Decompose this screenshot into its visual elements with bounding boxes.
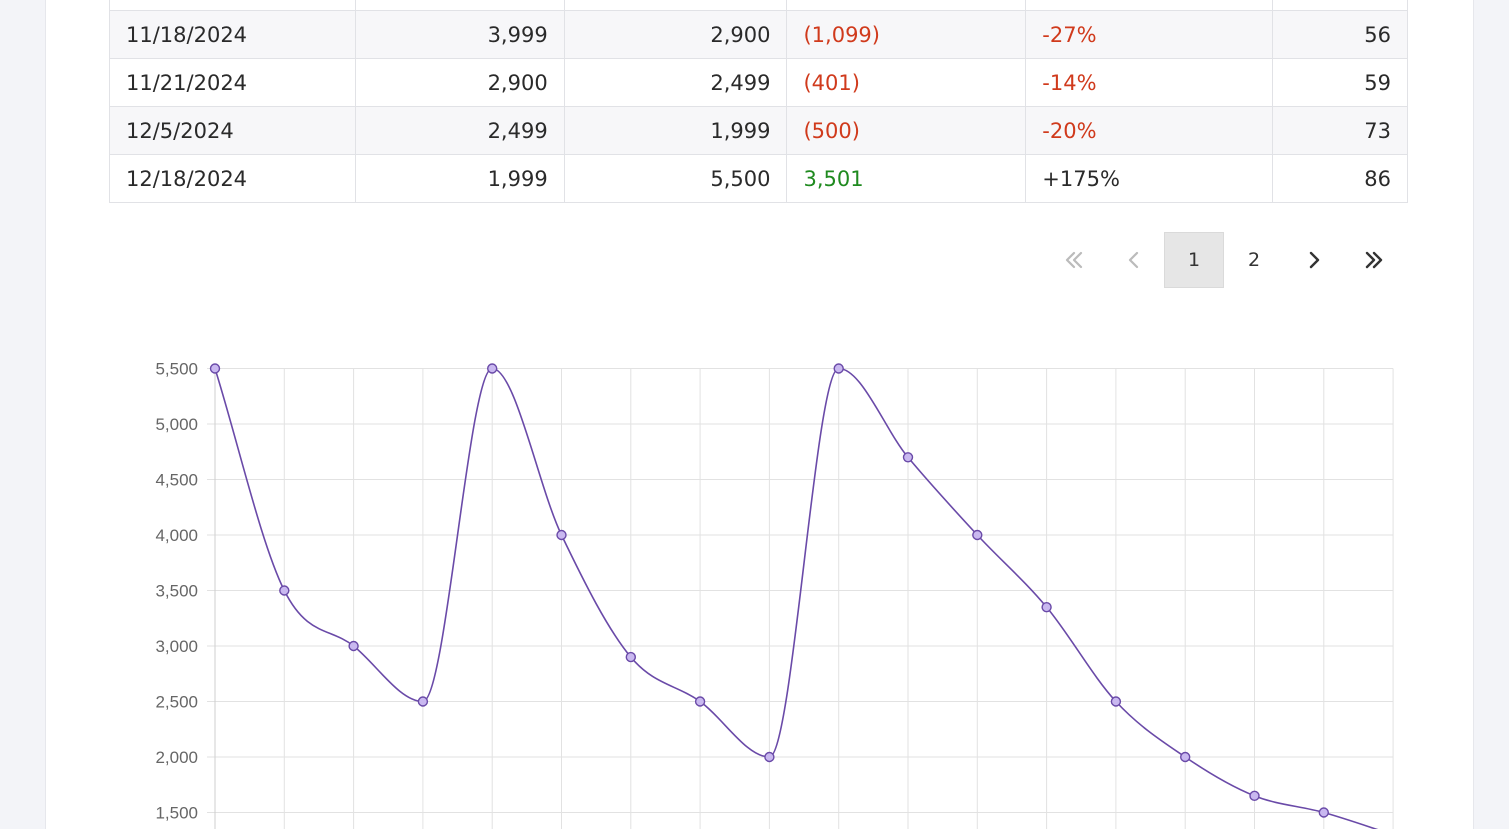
previous-page-button[interactable] [1104,232,1164,288]
data-point [1318,807,1330,818]
pagination: 1 2 [1044,232,1404,288]
data-point [972,529,983,541]
data-point [279,585,290,596]
old-price-cell: 2,900 [354,58,565,107]
y-tick-label: 5,000 [155,415,198,434]
data-point [833,363,844,374]
percent-change-cell: +175% [1025,154,1274,203]
series-line [214,367,1379,829]
page-button-2[interactable]: 2 [1224,232,1284,288]
data-point [625,651,636,663]
y-tick-label: 1,500 [155,804,198,823]
new-price-cell: 2,499 [563,58,788,107]
data-point [417,696,429,707]
data-point [694,696,706,707]
change-cell: (500) [786,106,1027,155]
page-number-1: 1 [1187,249,1201,271]
data-point [1110,696,1122,707]
date-cell: 11/21/2024 [109,58,356,107]
double-chevron-left-icon [1065,251,1083,269]
days-cell: 73 [1272,106,1408,155]
days-cell: 59 [1272,58,1408,107]
new-price-cell: 5,500 [563,154,788,203]
y-axis-ticks: 5,500 5,000 4,500 4,000 3,500 3,000 2,500 2,000… [155,360,198,823]
double-chevron-right-icon [1365,251,1383,269]
data-point [902,452,914,463]
y-tick-label: 3,500 [155,582,198,601]
date-cell: 12/18/2024 [109,154,356,203]
y-tick-label: 5,500 [155,360,198,379]
data-point [348,640,359,652]
chevron-right-icon [1309,251,1320,269]
next-page-button[interactable] [1284,232,1344,288]
table-row: 11/21/2024 2,900 2,499 (401) -14% 59 [109,58,1408,107]
percent-change-cell: -14% [1025,58,1274,107]
old-price-cell: 1,999 [354,154,565,203]
percent-change-cell: -27% [1025,10,1274,59]
y-tick-label: 4,500 [155,471,198,490]
change-cell: (1,099) [786,10,1027,59]
change-cell: 3,501 [786,154,1027,203]
price-line-chart: 5,500 5,000 4,500 4,000 3,500 3,000 2,500 2,000… [155,360,1394,829]
change-cell: (401) [786,58,1027,107]
old-price-cell: 2,499 [354,106,565,155]
new-price-cell: 1,999 [563,106,788,155]
table-row: 12/5/2024 2,499 1,999 (500) -20% 73 [109,106,1408,155]
data-point [209,363,221,374]
data-point [764,751,775,763]
page-number-2: 2 [1247,249,1261,271]
data-point [1179,751,1191,763]
last-page-button[interactable] [1344,232,1404,288]
table-row-header-partial [109,0,1408,11]
chart-grid [207,368,1394,829]
data-point [1249,790,1260,802]
percent-change-cell: -20% [1025,106,1274,155]
date-cell: 11/18/2024 [109,10,356,59]
days-cell: 56 [1272,10,1408,59]
first-page-button[interactable] [1044,232,1104,288]
price-history-table: 11/18/2024 3,999 2,900 (1,099) -27% 56 11/21/2… [109,0,1408,203]
date-cell: 12/5/2024 [109,106,356,155]
page-button-1[interactable]: 1 [1164,232,1224,288]
days-cell: 86 [1272,154,1408,203]
y-tick-label: 4,000 [155,526,198,545]
old-price-cell: 3,999 [354,10,565,59]
data-point [487,363,498,374]
data-point [1041,601,1052,613]
table-row: 12/18/2024 1,999 5,500 3,501 +175% 86 [109,154,1408,203]
data-point [556,529,567,541]
table-row: 11/18/2024 3,999 2,900 (1,099) -27% 56 [109,10,1408,59]
y-tick-label: 3,000 [155,637,198,656]
y-tick-label: 2,000 [155,748,198,767]
chevron-left-icon [1128,251,1139,269]
new-price-cell: 2,900 [563,10,788,59]
series-points [209,363,1330,818]
y-tick-label: 2,500 [155,693,198,712]
